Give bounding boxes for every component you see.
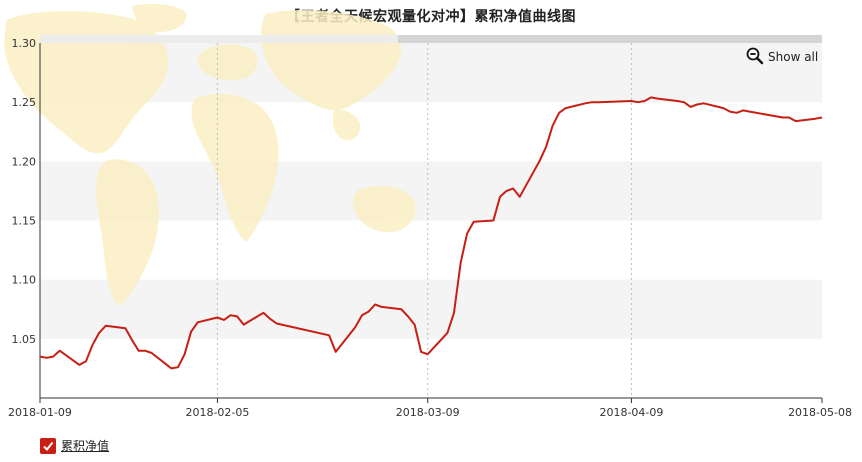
- show-all-label: Show all: [768, 50, 819, 64]
- world-map-watermark: [4, 4, 416, 306]
- y-tick-label: 1.05: [12, 333, 37, 346]
- checkbox-checked-icon[interactable]: [40, 437, 56, 454]
- y-tick-label: 1.30: [12, 37, 37, 50]
- x-gridlines: [216, 43, 632, 398]
- background-bands: [40, 43, 822, 339]
- y-tick-label: 1.20: [12, 155, 37, 168]
- x-tick-label: 2018-03-09: [396, 406, 460, 419]
- legend-label: 累积净值: [61, 439, 110, 453]
- x-tick-labels: 2018-01-09 2018-02-05 2018-03-09 2018-04-09…: [8, 398, 852, 419]
- top-scrollbar[interactable]: [40, 35, 822, 43]
- y-tick-label: 1.15: [12, 215, 37, 228]
- band-rect: [40, 161, 822, 221]
- band-rect: [40, 43, 822, 103]
- x-tick-label: 2018-02-05: [185, 406, 249, 419]
- y-tick-labels: 1.05 1.10 1.15 1.20 1.25 1.30: [12, 37, 37, 346]
- show-all-button[interactable]: Show all: [746, 47, 819, 68]
- y-tick-label: 1.10: [12, 274, 37, 287]
- series-group: [39, 96, 823, 370]
- y-tick-label: 1.25: [12, 96, 37, 109]
- scrollbar-thumb[interactable]: [398, 35, 822, 43]
- legend-item[interactable]: 累积净值: [40, 437, 109, 454]
- x-tick-label: 2018-01-09: [8, 406, 72, 419]
- band-rect: [40, 279, 822, 339]
- zoom-out-icon: [746, 47, 764, 68]
- x-tick-label: 2018-04-09: [599, 406, 663, 419]
- x-tick-label: 2018-05-08: [788, 406, 852, 419]
- series-line: [39, 96, 823, 370]
